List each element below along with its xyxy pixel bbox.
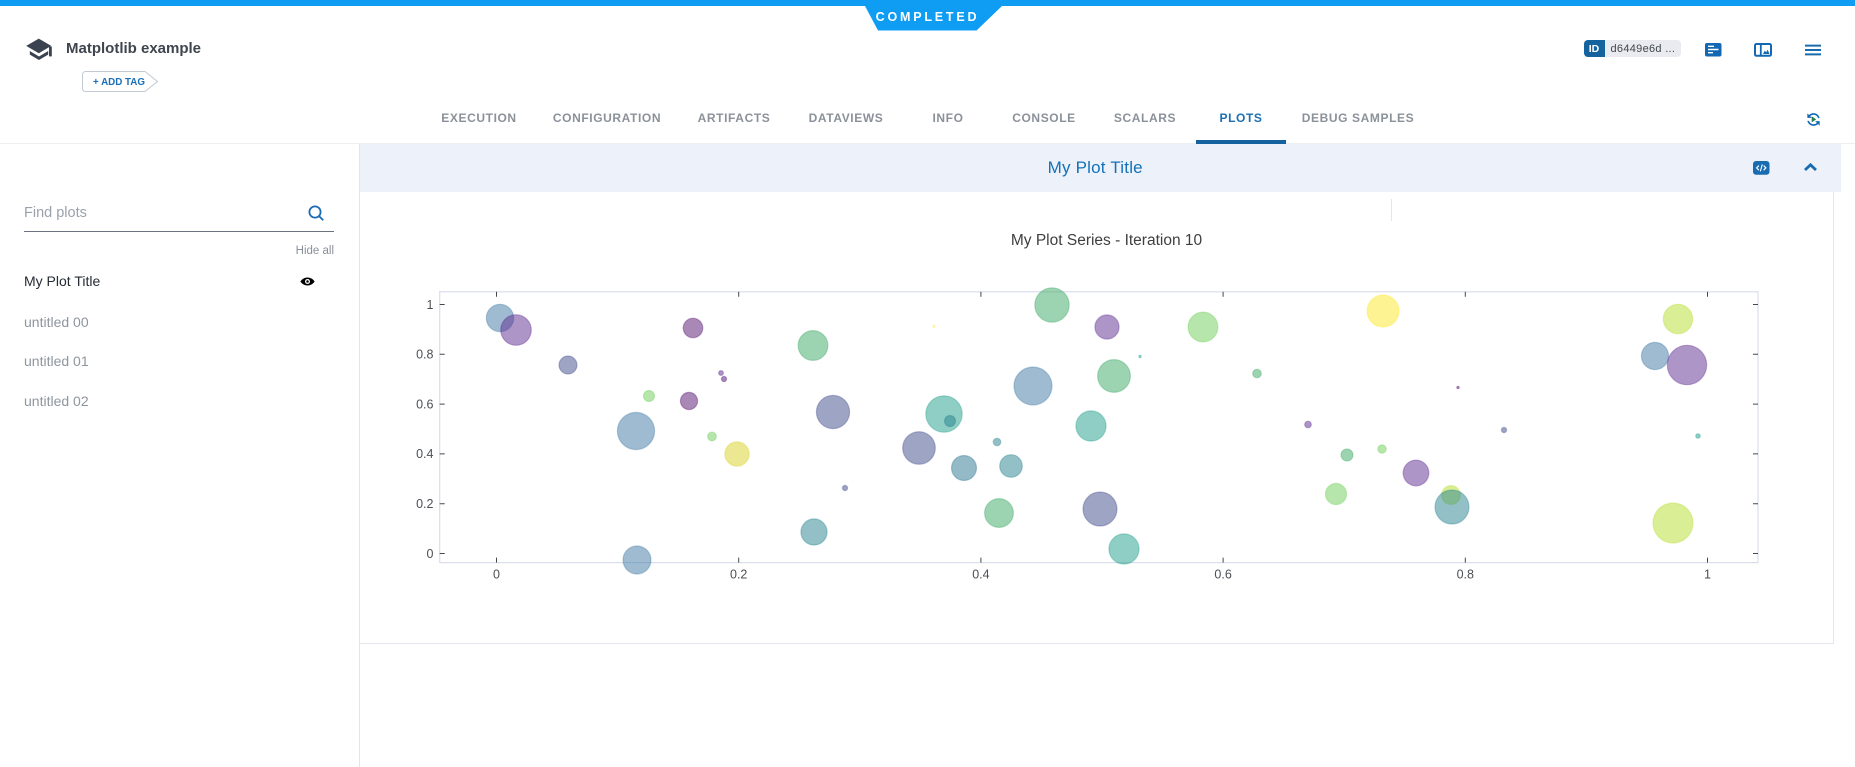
svg-text:0.6: 0.6: [1214, 568, 1231, 582]
svg-text:0.4: 0.4: [972, 568, 989, 582]
svg-text:1: 1: [427, 298, 434, 312]
svg-text:0.6: 0.6: [416, 397, 433, 411]
svg-text:+ ADD TAG: + ADD TAG: [93, 77, 145, 88]
svg-text:0.2: 0.2: [416, 497, 433, 511]
svg-text:0: 0: [427, 547, 434, 561]
svg-text:0.8: 0.8: [1457, 568, 1474, 582]
svg-text:0.2: 0.2: [730, 568, 747, 582]
svg-text:0: 0: [493, 568, 500, 582]
svg-text:0.4: 0.4: [416, 447, 433, 461]
svg-text:0.8: 0.8: [416, 348, 433, 362]
svg-text:1: 1: [1704, 568, 1711, 582]
